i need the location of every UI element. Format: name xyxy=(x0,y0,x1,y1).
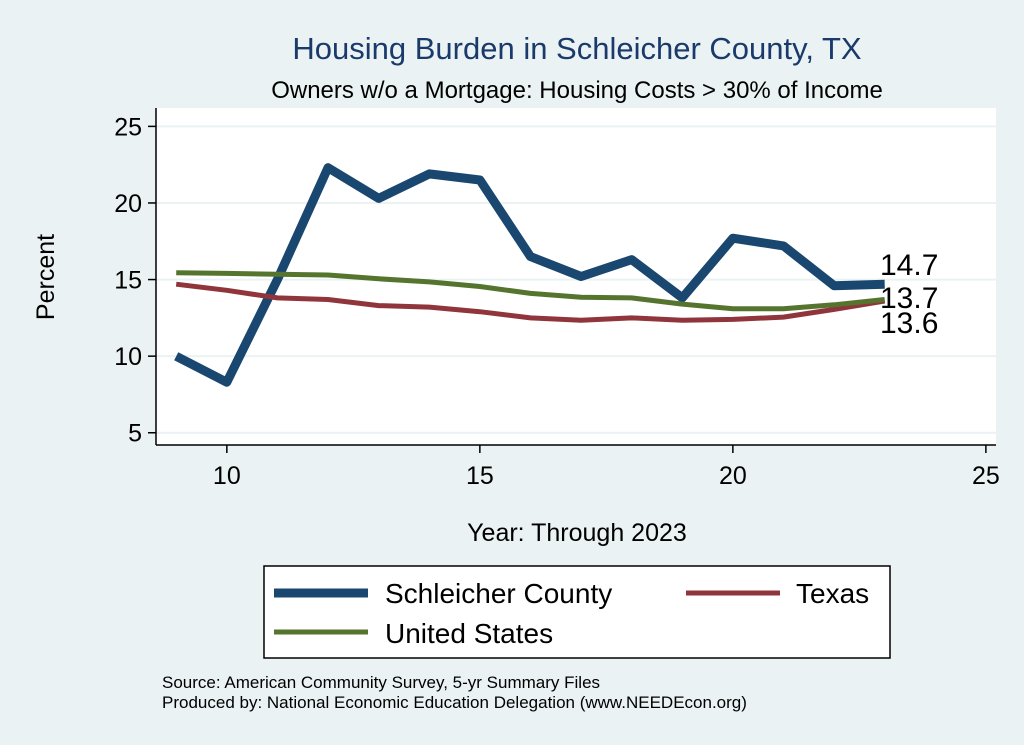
source-note: Source: American Community Survey, 5-yr … xyxy=(162,673,600,692)
x-tick-label-10: 10 xyxy=(213,462,241,490)
chart-subtitle: Owners w/o a Mortgage: Housing Costs > 3… xyxy=(271,77,883,104)
y-tick-label-25: 25 xyxy=(114,113,142,141)
gridlines xyxy=(156,125,996,434)
chart-title: Housing Burden in Schleicher County, TX xyxy=(292,31,862,66)
legend-label-schleicher-county: Schleicher County xyxy=(385,578,612,609)
series-layer xyxy=(174,163,886,387)
x-tick-label-15: 15 xyxy=(466,462,494,490)
x-tick-label-20: 20 xyxy=(719,462,747,490)
y-tick-label-15: 15 xyxy=(114,267,142,295)
legend-box xyxy=(263,565,891,659)
legend-label-texas: Texas xyxy=(796,578,869,609)
legend-label-united-states: United States xyxy=(385,618,553,649)
end-label-texas: 13.6 xyxy=(880,307,938,340)
x-axis-label: Year: Through 2023 xyxy=(467,519,687,547)
axes: 5 10 15 20 25 10 15 20 25 xyxy=(114,108,1000,490)
y-tick-label-10: 10 xyxy=(114,343,142,371)
series-line-texas xyxy=(175,281,886,323)
x-tick-label-25: 25 xyxy=(972,462,1000,490)
y-tick-label-5: 5 xyxy=(128,420,142,448)
end-labels: 14.7 13.613.7 xyxy=(880,249,938,340)
y-axis-label: Percent xyxy=(32,234,60,320)
producer-note: Produced by: National Economic Education… xyxy=(162,693,747,712)
legend: Schleicher County Texas United States xyxy=(263,565,891,659)
end-label-county: 14.7 xyxy=(880,249,938,282)
series-line-us xyxy=(176,270,885,312)
y-tick-label-20: 20 xyxy=(114,190,142,218)
series-line-county xyxy=(174,163,885,387)
end-label-us: 13.7 xyxy=(880,282,938,315)
